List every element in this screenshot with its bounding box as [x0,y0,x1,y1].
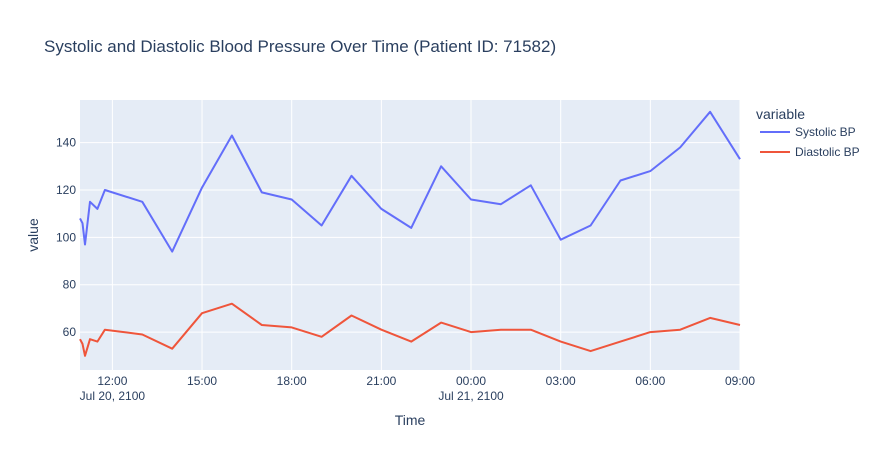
plot-area [80,100,740,370]
x-tick-date-label: Jul 21, 2100 [438,389,504,403]
y-tick-label: 80 [63,278,77,292]
series-lines [79,110,741,357]
gridlines [80,100,741,370]
x-tick-label: 12:00 [97,374,127,388]
chart-title: Systolic and Diastolic Blood Pressure Ov… [44,37,556,56]
x-tick-label: 00:00 [456,374,486,388]
x-axis-label: Time [395,412,426,428]
legend-label-systolic: Systolic BP [795,125,856,139]
series-line-systolic-bp [79,110,741,253]
y-axis-ticks: 60 80 100 120 140 [56,136,76,339]
y-axis-label: value [25,218,41,252]
x-tick-label: 18:00 [277,374,307,388]
y-tick-label: 100 [56,230,76,244]
x-tick-label: 03:00 [546,374,576,388]
legend-title: variable [756,106,805,122]
series-line-diastolic-bp [79,302,741,357]
x-tick-label: 06:00 [635,374,665,388]
x-tick-label: 15:00 [187,374,217,388]
x-tick-label: 09:00 [725,374,755,388]
y-tick-label: 140 [56,136,76,150]
x-tick-label: 21:00 [366,374,396,388]
legend-item-diastolic[interactable]: Diastolic BP [760,145,860,159]
x-tick-date-label: Jul 20, 2100 [80,389,146,403]
y-tick-label: 60 [63,325,77,339]
legend: variable Systolic BP Diastolic BP [756,106,860,159]
legend-item-systolic[interactable]: Systolic BP [760,125,856,139]
legend-label-diastolic: Diastolic BP [795,145,860,159]
y-tick-label: 120 [56,183,76,197]
